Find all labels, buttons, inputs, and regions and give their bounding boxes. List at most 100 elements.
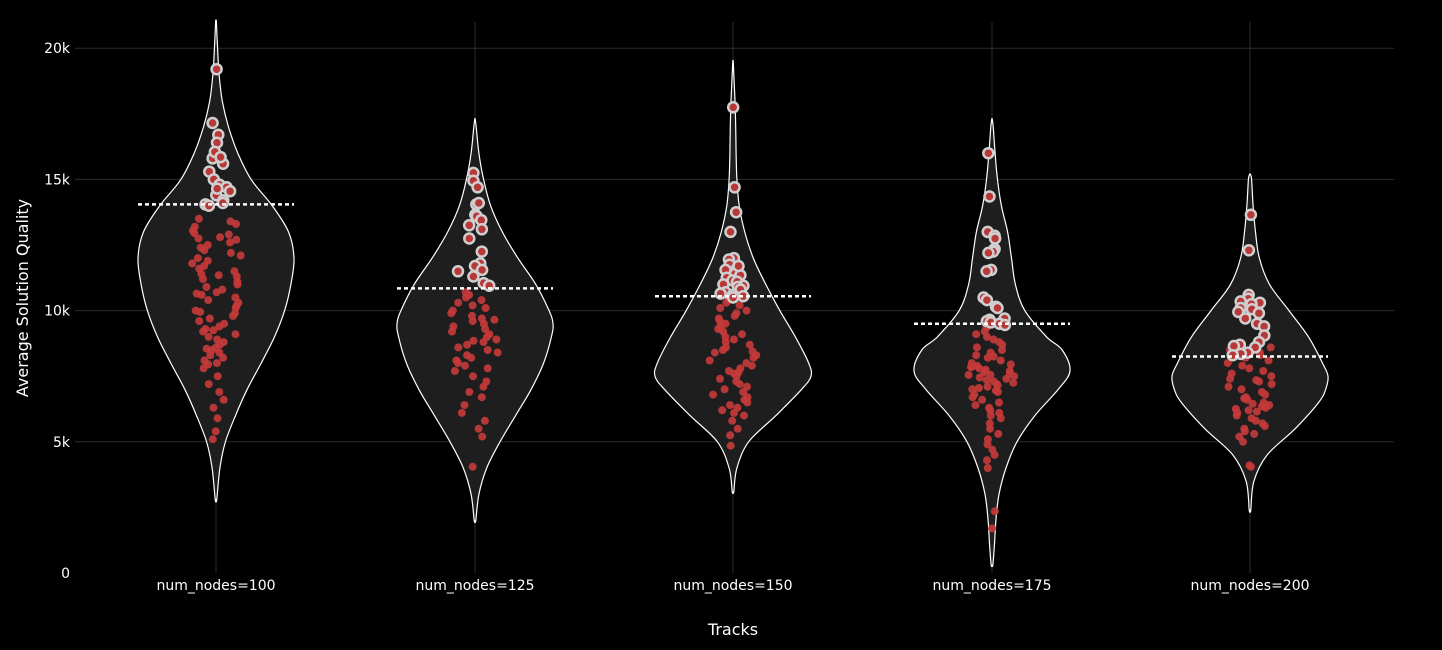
data-point-highlight (728, 181, 741, 194)
violin-group (137, 19, 295, 503)
data-point (226, 248, 235, 257)
data-point (730, 408, 738, 417)
data-point (983, 440, 992, 449)
data-point (219, 395, 228, 404)
data-point-highlight (998, 318, 1012, 332)
data-point (1240, 427, 1249, 436)
data-point (479, 338, 488, 347)
data-point (983, 464, 992, 472)
data-point (1009, 378, 1018, 387)
data-point (188, 259, 197, 268)
data-point-highlight (462, 219, 476, 232)
data-point (231, 330, 240, 339)
data-point (461, 361, 469, 370)
data-point (990, 507, 999, 516)
data-point (1010, 372, 1019, 381)
data-point (213, 414, 222, 423)
data-point (474, 424, 483, 433)
data-point (454, 343, 463, 352)
data-point (745, 340, 754, 349)
data-point (964, 370, 973, 379)
data-point (719, 346, 727, 354)
data-point-highlight (732, 259, 745, 273)
data-point-highlight (451, 265, 465, 278)
data-point (972, 343, 981, 352)
data-point-highlight (1242, 244, 1256, 257)
data-point (1252, 407, 1261, 416)
data-point-highlight (214, 150, 227, 164)
data-point (195, 317, 204, 326)
data-point-highlight (475, 263, 489, 277)
y-tick-label: 15k (44, 172, 71, 188)
data-point (978, 395, 987, 404)
data-point (716, 374, 724, 383)
violin-group (653, 59, 813, 495)
data-point-highlight (726, 101, 740, 114)
data-point (972, 351, 981, 360)
data-point (469, 336, 478, 345)
data-point (199, 275, 207, 284)
x-tick-label: num_nodes=200 (1190, 578, 1309, 594)
data-point (200, 246, 209, 255)
data-point (212, 359, 221, 368)
data-point (735, 380, 744, 389)
data-point (481, 304, 490, 312)
data-point (229, 311, 237, 320)
data-point (1239, 437, 1247, 446)
data-point (204, 360, 213, 369)
data-point-highlight (202, 199, 216, 212)
data-point (986, 370, 995, 379)
data-point (215, 388, 224, 396)
data-point (996, 356, 1005, 365)
data-point (1261, 403, 1270, 412)
data-point (467, 353, 476, 362)
data-point (209, 403, 218, 412)
data-point (983, 456, 991, 465)
data-point-highlight (980, 293, 994, 307)
data-point (705, 356, 714, 365)
data-point (215, 322, 224, 331)
data-point (463, 340, 472, 349)
data-point-highlight (467, 270, 480, 283)
data-point (989, 352, 998, 361)
data-point (740, 411, 748, 420)
y-tick-label: 10k (44, 304, 71, 320)
data-point (710, 348, 719, 357)
data-point (213, 372, 222, 381)
data-point-highlight (475, 223, 489, 236)
data-point (729, 335, 738, 344)
data-point (205, 314, 214, 323)
data-point (971, 401, 980, 410)
data-point (212, 288, 221, 297)
data-point (447, 309, 456, 318)
data-point (204, 332, 213, 341)
data-point (1248, 399, 1257, 408)
data-point (1238, 361, 1247, 370)
y-tick-label: 20k (44, 41, 71, 57)
data-point (1252, 376, 1261, 385)
data-point-highlight (210, 182, 224, 195)
data-point (193, 254, 202, 263)
violins (137, 19, 1329, 568)
data-point (493, 348, 502, 357)
data-point (986, 411, 995, 420)
data-point (483, 346, 492, 354)
data-point (454, 359, 462, 368)
data-point (1237, 385, 1246, 394)
data-point (742, 306, 751, 315)
data-point-highlight (1226, 348, 1239, 362)
data-point (1224, 382, 1233, 391)
data-point (1261, 390, 1270, 399)
y-axis-title: Average Solution Quality (13, 199, 32, 397)
data-point-highlight (980, 265, 993, 278)
data-point (208, 435, 217, 444)
data-point-highlight (463, 232, 476, 245)
data-point (994, 429, 1003, 438)
data-point (468, 317, 477, 326)
x-tick-label: num_nodes=150 (673, 578, 792, 594)
data-point (216, 233, 225, 242)
data-point (718, 406, 727, 415)
data-point (492, 335, 501, 344)
data-point (199, 327, 208, 336)
